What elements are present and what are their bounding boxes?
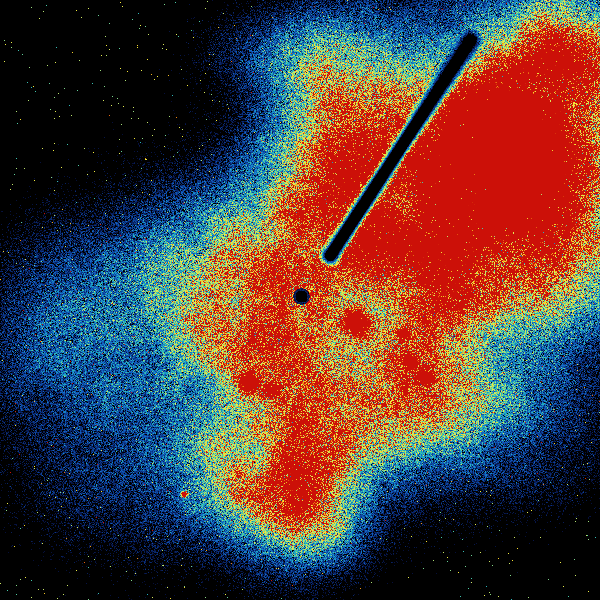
- false-color-sky-map: [0, 0, 600, 600]
- astronomical-image-viewport: [0, 0, 600, 600]
